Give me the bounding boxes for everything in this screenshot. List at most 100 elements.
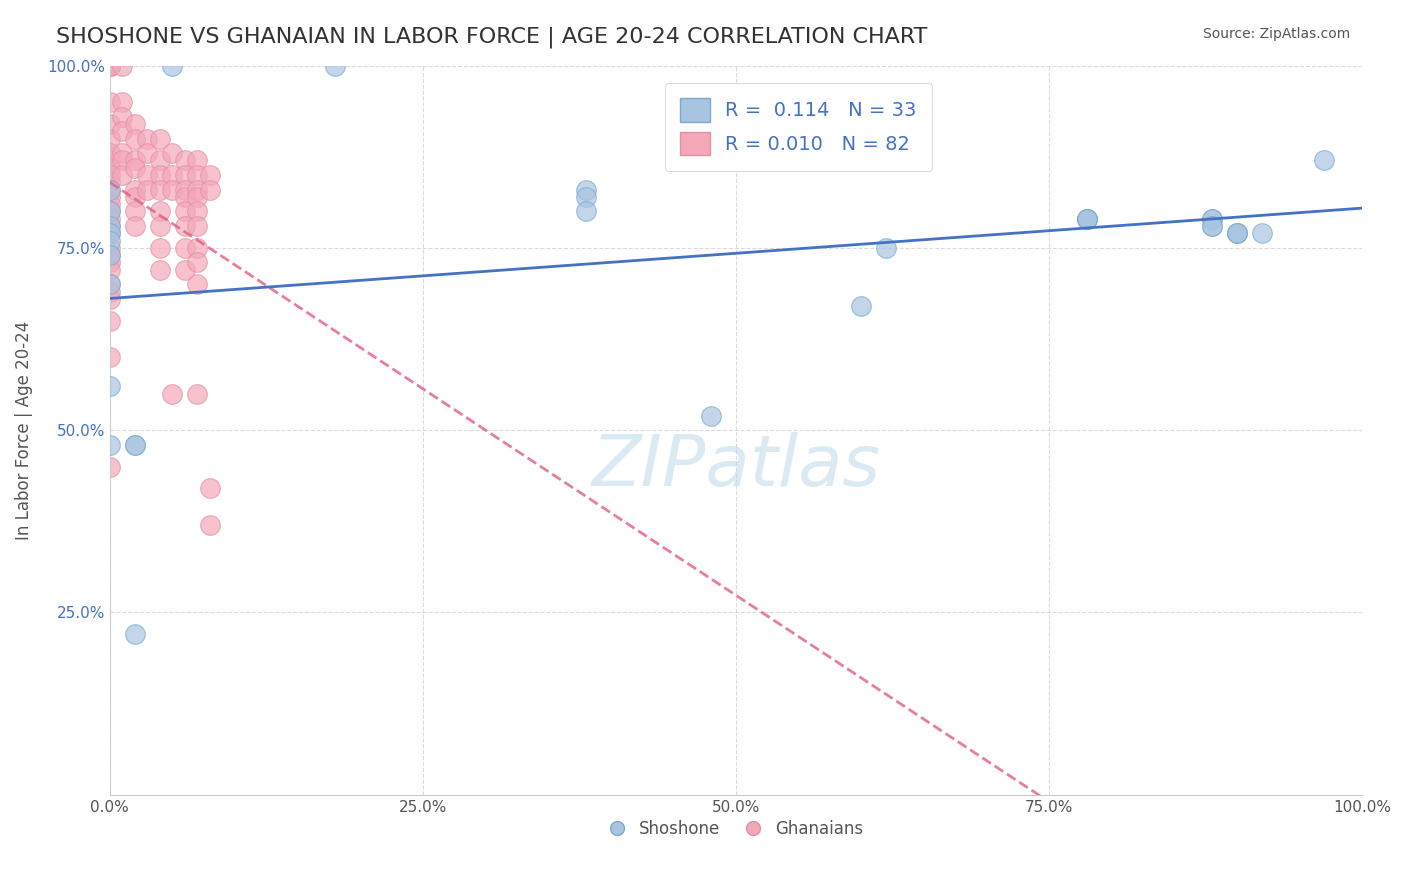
Point bbox=[111, 110, 134, 124]
Point bbox=[98, 241, 121, 255]
Point bbox=[162, 386, 184, 401]
Point bbox=[98, 262, 121, 277]
Point bbox=[98, 277, 121, 292]
Point bbox=[173, 168, 195, 182]
Point bbox=[186, 255, 208, 269]
Point bbox=[162, 182, 184, 196]
Point bbox=[98, 234, 121, 248]
Point bbox=[1076, 211, 1098, 226]
Point bbox=[124, 627, 146, 641]
Point bbox=[98, 211, 121, 226]
Point bbox=[1076, 211, 1098, 226]
Point bbox=[149, 262, 172, 277]
Point bbox=[111, 59, 134, 73]
Point bbox=[186, 241, 208, 255]
Point bbox=[98, 350, 121, 364]
Point bbox=[1201, 211, 1223, 226]
Point bbox=[149, 168, 172, 182]
Point bbox=[98, 248, 121, 262]
Point bbox=[124, 190, 146, 204]
Text: ZIPatlas: ZIPatlas bbox=[592, 432, 880, 501]
Point bbox=[149, 204, 172, 219]
Point bbox=[1076, 211, 1098, 226]
Point bbox=[124, 153, 146, 168]
Point bbox=[186, 182, 208, 196]
Point bbox=[98, 248, 121, 262]
Point bbox=[149, 182, 172, 196]
Point bbox=[186, 168, 208, 182]
Point bbox=[575, 190, 598, 204]
Point bbox=[198, 168, 221, 182]
Point bbox=[1226, 227, 1249, 241]
Text: SHOSHONE VS GHANAIAN IN LABOR FORCE | AGE 20-24 CORRELATION CHART: SHOSHONE VS GHANAIAN IN LABOR FORCE | AG… bbox=[56, 27, 928, 48]
Point bbox=[173, 182, 195, 196]
Point bbox=[575, 204, 598, 219]
Point bbox=[136, 168, 159, 182]
Point bbox=[98, 59, 121, 73]
Point bbox=[98, 277, 121, 292]
Point bbox=[98, 204, 121, 219]
Point bbox=[111, 168, 134, 182]
Point bbox=[111, 124, 134, 138]
Point bbox=[98, 59, 121, 73]
Point bbox=[1226, 227, 1249, 241]
Point bbox=[98, 59, 121, 73]
Point bbox=[186, 219, 208, 233]
Point bbox=[124, 131, 146, 145]
Point bbox=[98, 146, 121, 161]
Point bbox=[173, 219, 195, 233]
Point bbox=[124, 204, 146, 219]
Point bbox=[98, 197, 121, 211]
Point bbox=[124, 117, 146, 131]
Y-axis label: In Labor Force | Age 20-24: In Labor Force | Age 20-24 bbox=[15, 320, 32, 540]
Point bbox=[186, 190, 208, 204]
Point bbox=[124, 161, 146, 175]
Point bbox=[700, 409, 723, 423]
Point bbox=[98, 168, 121, 182]
Point bbox=[98, 161, 121, 175]
Point bbox=[98, 227, 121, 241]
Point bbox=[124, 219, 146, 233]
Point bbox=[173, 262, 195, 277]
Point bbox=[98, 285, 121, 299]
Point bbox=[98, 255, 121, 269]
Point bbox=[149, 153, 172, 168]
Point bbox=[98, 204, 121, 219]
Point bbox=[173, 204, 195, 219]
Point bbox=[1201, 219, 1223, 233]
Point bbox=[173, 190, 195, 204]
Point bbox=[98, 182, 121, 196]
Point bbox=[98, 95, 121, 109]
Point bbox=[323, 59, 346, 73]
Point bbox=[98, 379, 121, 393]
Point bbox=[1076, 211, 1098, 226]
Point bbox=[173, 241, 195, 255]
Point bbox=[98, 182, 121, 196]
Point bbox=[98, 59, 121, 73]
Point bbox=[98, 219, 121, 233]
Point bbox=[149, 131, 172, 145]
Legend: Shoshone, Ghanaians: Shoshone, Ghanaians bbox=[602, 814, 870, 845]
Point bbox=[98, 459, 121, 474]
Point bbox=[111, 146, 134, 161]
Point bbox=[1313, 153, 1336, 168]
Point bbox=[575, 182, 598, 196]
Point bbox=[1226, 227, 1249, 241]
Point bbox=[98, 190, 121, 204]
Point bbox=[98, 219, 121, 233]
Point bbox=[98, 314, 121, 328]
Point bbox=[198, 482, 221, 496]
Point bbox=[98, 117, 121, 131]
Point bbox=[849, 299, 872, 313]
Point bbox=[162, 59, 184, 73]
Point bbox=[98, 292, 121, 306]
Point bbox=[124, 182, 146, 196]
Point bbox=[124, 438, 146, 452]
Point bbox=[1250, 227, 1272, 241]
Point bbox=[149, 241, 172, 255]
Text: Source: ZipAtlas.com: Source: ZipAtlas.com bbox=[1202, 27, 1350, 41]
Point bbox=[111, 95, 134, 109]
Point bbox=[124, 438, 146, 452]
Point bbox=[149, 219, 172, 233]
Point bbox=[162, 146, 184, 161]
